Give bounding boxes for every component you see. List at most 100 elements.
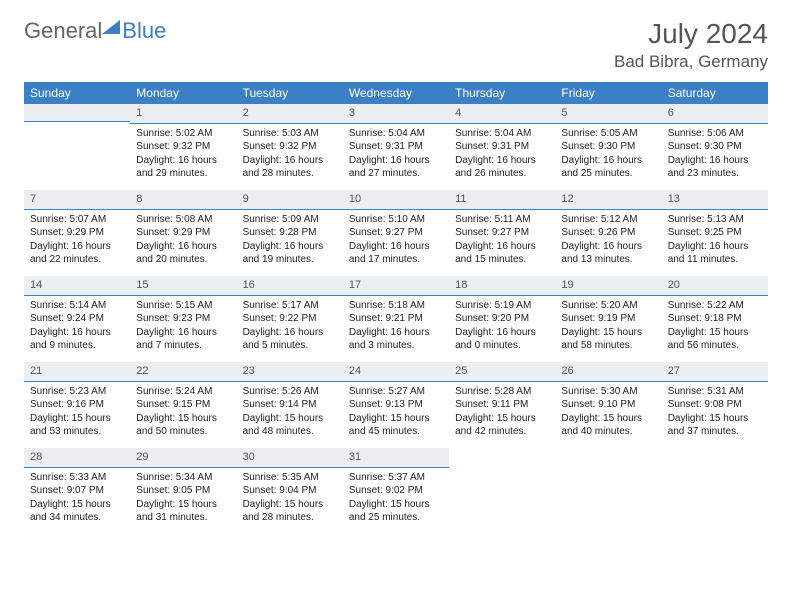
calendar-cell: 5Sunrise: 5:05 AMSunset: 9:30 PMDaylight…: [555, 104, 661, 190]
day-body: Sunrise: 5:15 AMSunset: 9:23 PMDaylight:…: [130, 296, 236, 357]
day-number: 8: [130, 190, 236, 210]
daylight-line: Daylight: 16 hours and 26 minutes.: [455, 154, 549, 181]
calendar-cell: 3Sunrise: 5:04 AMSunset: 9:31 PMDaylight…: [343, 104, 449, 190]
day-body: Sunrise: 5:35 AMSunset: 9:04 PMDaylight:…: [237, 468, 343, 529]
sunset-line: Sunset: 9:32 PM: [243, 140, 337, 154]
daylight-line: Daylight: 15 hours and 37 minutes.: [668, 412, 762, 439]
sunset-line: Sunset: 9:28 PM: [243, 226, 337, 240]
calendar-cell: 14Sunrise: 5:14 AMSunset: 9:24 PMDayligh…: [24, 276, 130, 362]
calendar-cell: 1Sunrise: 5:02 AMSunset: 9:32 PMDaylight…: [130, 104, 236, 190]
calendar-cell: 18Sunrise: 5:19 AMSunset: 9:20 PMDayligh…: [449, 276, 555, 362]
day-body: Sunrise: 5:24 AMSunset: 9:15 PMDaylight:…: [130, 382, 236, 443]
daylight-line: Daylight: 16 hours and 17 minutes.: [349, 240, 443, 267]
calendar-cell: 25Sunrise: 5:28 AMSunset: 9:11 PMDayligh…: [449, 362, 555, 448]
day-number: 2: [237, 104, 343, 124]
day-number: 24: [343, 362, 449, 382]
daylight-line: Daylight: 15 hours and 45 minutes.: [349, 412, 443, 439]
calendar-cell: 11Sunrise: 5:11 AMSunset: 9:27 PMDayligh…: [449, 190, 555, 276]
sunrise-line: Sunrise: 5:14 AM: [30, 299, 124, 313]
sunrise-line: Sunrise: 5:08 AM: [136, 213, 230, 227]
day-number: 23: [237, 362, 343, 382]
day-number: 6: [662, 104, 768, 124]
day-number: 31: [343, 448, 449, 468]
day-body: Sunrise: 5:22 AMSunset: 9:18 PMDaylight:…: [662, 296, 768, 357]
calendar-cell: 12Sunrise: 5:12 AMSunset: 9:26 PMDayligh…: [555, 190, 661, 276]
logo: General Blue: [24, 18, 166, 44]
calendar-cell: 15Sunrise: 5:15 AMSunset: 9:23 PMDayligh…: [130, 276, 236, 362]
sunrise-line: Sunrise: 5:34 AM: [136, 471, 230, 485]
calendar-cell: 13Sunrise: 5:13 AMSunset: 9:25 PMDayligh…: [662, 190, 768, 276]
calendar-cell: 29Sunrise: 5:34 AMSunset: 9:05 PMDayligh…: [130, 448, 236, 534]
calendar-cell: [449, 448, 555, 534]
calendar-table: SundayMondayTuesdayWednesdayThursdayFrid…: [24, 82, 768, 534]
daylight-line: Daylight: 16 hours and 22 minutes.: [30, 240, 124, 267]
sunset-line: Sunset: 9:20 PM: [455, 312, 549, 326]
day-body: Sunrise: 5:03 AMSunset: 9:32 PMDaylight:…: [237, 124, 343, 185]
day-body: Sunrise: 5:34 AMSunset: 9:05 PMDaylight:…: [130, 468, 236, 529]
sunrise-line: Sunrise: 5:31 AM: [668, 385, 762, 399]
daylight-line: Daylight: 15 hours and 56 minutes.: [668, 326, 762, 353]
header: General Blue July 2024 Bad Bibra, German…: [24, 18, 768, 72]
daylight-line: Daylight: 16 hours and 0 minutes.: [455, 326, 549, 353]
sunset-line: Sunset: 9:27 PM: [349, 226, 443, 240]
calendar-cell: 22Sunrise: 5:24 AMSunset: 9:15 PMDayligh…: [130, 362, 236, 448]
sunset-line: Sunset: 9:30 PM: [561, 140, 655, 154]
calendar-cell: 20Sunrise: 5:22 AMSunset: 9:18 PMDayligh…: [662, 276, 768, 362]
logo-text-general: General: [24, 18, 102, 44]
sunset-line: Sunset: 9:10 PM: [561, 398, 655, 412]
sunset-line: Sunset: 9:23 PM: [136, 312, 230, 326]
day-body: Sunrise: 5:09 AMSunset: 9:28 PMDaylight:…: [237, 210, 343, 271]
daylight-line: Daylight: 16 hours and 25 minutes.: [561, 154, 655, 181]
calendar-row: 28Sunrise: 5:33 AMSunset: 9:07 PMDayligh…: [24, 448, 768, 534]
sunset-line: Sunset: 9:19 PM: [561, 312, 655, 326]
daylight-line: Daylight: 15 hours and 28 minutes.: [243, 498, 337, 525]
day-body: Sunrise: 5:17 AMSunset: 9:22 PMDaylight:…: [237, 296, 343, 357]
sunrise-line: Sunrise: 5:06 AM: [668, 127, 762, 141]
sunrise-line: Sunrise: 5:26 AM: [243, 385, 337, 399]
calendar-cell: 31Sunrise: 5:37 AMSunset: 9:02 PMDayligh…: [343, 448, 449, 534]
weekday-header: Thursday: [449, 82, 555, 104]
sunrise-line: Sunrise: 5:04 AM: [349, 127, 443, 141]
day-body: Sunrise: 5:37 AMSunset: 9:02 PMDaylight:…: [343, 468, 449, 529]
sunset-line: Sunset: 9:30 PM: [668, 140, 762, 154]
calendar-cell: 8Sunrise: 5:08 AMSunset: 9:29 PMDaylight…: [130, 190, 236, 276]
day-body: Sunrise: 5:06 AMSunset: 9:30 PMDaylight:…: [662, 124, 768, 185]
day-body: Sunrise: 5:10 AMSunset: 9:27 PMDaylight:…: [343, 210, 449, 271]
sunset-line: Sunset: 9:11 PM: [455, 398, 549, 412]
calendar-cell: 26Sunrise: 5:30 AMSunset: 9:10 PMDayligh…: [555, 362, 661, 448]
sunrise-line: Sunrise: 5:23 AM: [30, 385, 124, 399]
sunset-line: Sunset: 9:07 PM: [30, 484, 124, 498]
weekday-header: Sunday: [24, 82, 130, 104]
day-body: Sunrise: 5:04 AMSunset: 9:31 PMDaylight:…: [449, 124, 555, 185]
calendar-cell: 21Sunrise: 5:23 AMSunset: 9:16 PMDayligh…: [24, 362, 130, 448]
logo-sail-icon: [102, 20, 120, 34]
daylight-line: Daylight: 15 hours and 40 minutes.: [561, 412, 655, 439]
sunrise-line: Sunrise: 5:35 AM: [243, 471, 337, 485]
sunrise-line: Sunrise: 5:05 AM: [561, 127, 655, 141]
day-number: 25: [449, 362, 555, 382]
daylight-line: Daylight: 16 hours and 3 minutes.: [349, 326, 443, 353]
day-number: 14: [24, 276, 130, 296]
sunrise-line: Sunrise: 5:18 AM: [349, 299, 443, 313]
sunset-line: Sunset: 9:05 PM: [136, 484, 230, 498]
day-body: Sunrise: 5:11 AMSunset: 9:27 PMDaylight:…: [449, 210, 555, 271]
sunrise-line: Sunrise: 5:04 AM: [455, 127, 549, 141]
day-body: Sunrise: 5:33 AMSunset: 9:07 PMDaylight:…: [24, 468, 130, 529]
daylight-line: Daylight: 16 hours and 19 minutes.: [243, 240, 337, 267]
day-number: 3: [343, 104, 449, 124]
sunrise-line: Sunrise: 5:22 AM: [668, 299, 762, 313]
weekday-header: Saturday: [662, 82, 768, 104]
day-body: Sunrise: 5:20 AMSunset: 9:19 PMDaylight:…: [555, 296, 661, 357]
sunrise-line: Sunrise: 5:28 AM: [455, 385, 549, 399]
daylight-line: Daylight: 16 hours and 7 minutes.: [136, 326, 230, 353]
day-body: Sunrise: 5:14 AMSunset: 9:24 PMDaylight:…: [24, 296, 130, 357]
day-number: 29: [130, 448, 236, 468]
title-block: July 2024 Bad Bibra, Germany: [614, 18, 768, 72]
day-number: 9: [237, 190, 343, 210]
calendar-cell: 30Sunrise: 5:35 AMSunset: 9:04 PMDayligh…: [237, 448, 343, 534]
daylight-line: Daylight: 16 hours and 29 minutes.: [136, 154, 230, 181]
sunset-line: Sunset: 9:02 PM: [349, 484, 443, 498]
day-body: Sunrise: 5:02 AMSunset: 9:32 PMDaylight:…: [130, 124, 236, 185]
sunset-line: Sunset: 9:04 PM: [243, 484, 337, 498]
calendar-cell: 6Sunrise: 5:06 AMSunset: 9:30 PMDaylight…: [662, 104, 768, 190]
